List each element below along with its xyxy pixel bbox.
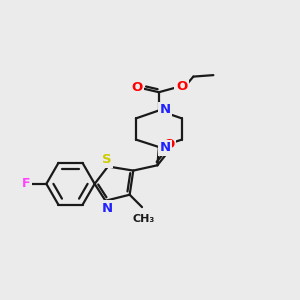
Text: S: S [102,154,111,166]
Text: O: O [176,80,187,93]
Text: F: F [22,177,31,190]
Text: CH₃: CH₃ [132,214,154,224]
Text: O: O [131,81,143,94]
Text: N: N [160,103,171,116]
Text: N: N [101,202,112,214]
Text: N: N [160,141,171,154]
Text: O: O [164,138,175,151]
